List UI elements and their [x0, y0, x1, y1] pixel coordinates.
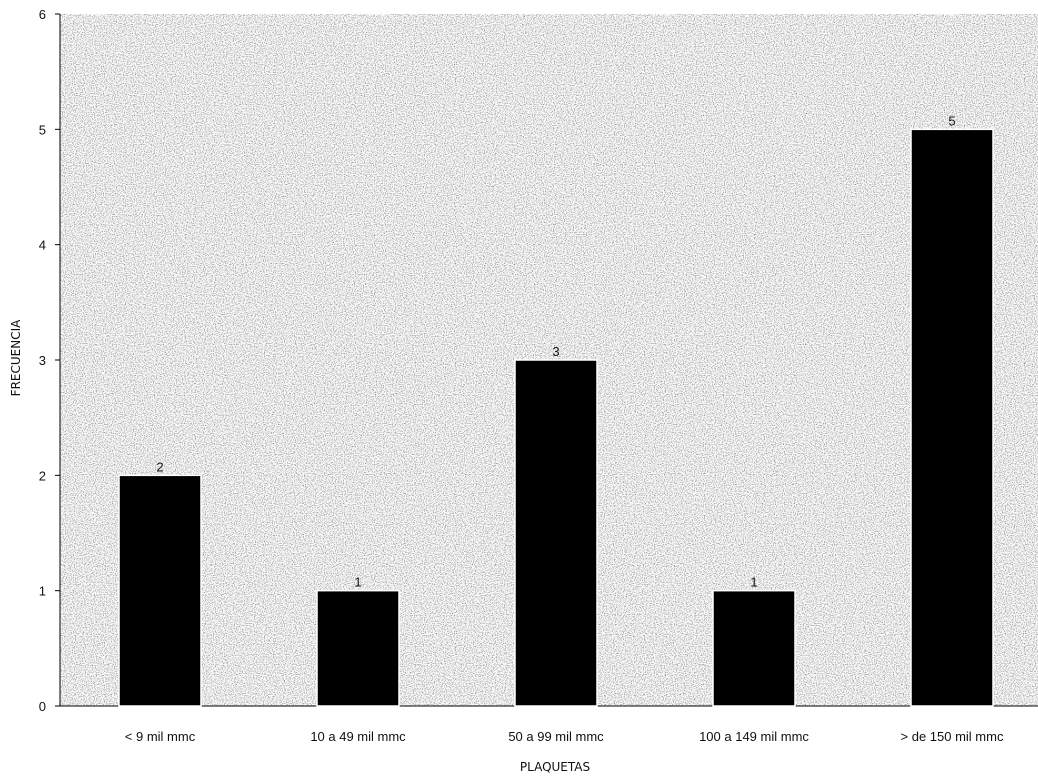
y-tick-label: 3: [39, 353, 46, 368]
y-axis-ticks: 0 1 2 3 4 5 6: [39, 7, 60, 714]
x-category-label: > de 150 mil mmc: [901, 729, 1004, 744]
y-tick-label: 5: [39, 122, 46, 137]
bars: [118, 128, 994, 707]
x-axis-categories: < 9 mil mmc 10 a 49 mil mmc 50 a 99 mil mm…: [125, 729, 1004, 744]
bar-value-label: 1: [354, 575, 361, 590]
bar: [316, 589, 400, 707]
bar: [712, 589, 796, 707]
y-tick-label: 1: [39, 584, 46, 599]
x-axis-title: PLAQUETAS: [520, 760, 590, 774]
bar-value-label: 1: [750, 575, 757, 590]
y-tick-label: 0: [39, 699, 46, 714]
y-tick-label: 2: [39, 468, 46, 483]
bar: [118, 474, 202, 707]
data-labels: 2 1 3 1 5: [156, 113, 955, 589]
x-category-label: 10 a 49 mil mmc: [310, 729, 406, 744]
x-category-label: 50 a 99 mil mmc: [508, 729, 604, 744]
bar-value-label: 2: [156, 459, 163, 474]
bar-value-label: 3: [552, 344, 559, 359]
bar: [910, 128, 994, 707]
bar-value-label: 5: [948, 113, 955, 128]
y-tick-label: 6: [39, 7, 46, 22]
x-category-label: < 9 mil mmc: [125, 729, 196, 744]
x-category-label: 100 a 149 mil mmc: [699, 729, 809, 744]
y-axis-title: FRECUENCIA: [9, 319, 23, 396]
bar: [514, 359, 598, 707]
y-tick-label: 4: [39, 238, 46, 253]
